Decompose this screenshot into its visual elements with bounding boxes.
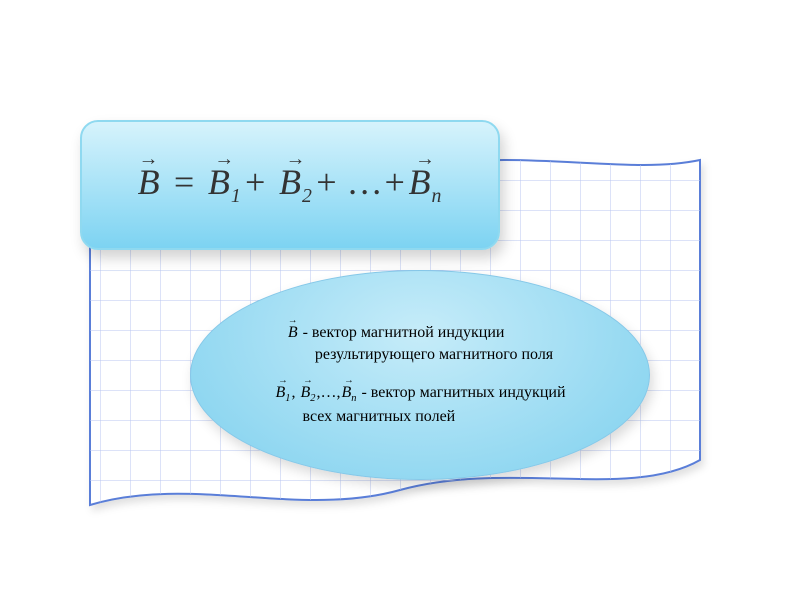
vector-B2-symbol: →B2	[299, 382, 316, 406]
vector-B-symbol: →B	[287, 322, 299, 344]
definition-resultant-text1: - вектор магнитной индукции	[299, 324, 505, 341]
definition-components: →B1, →B2,…,→Bn - вектор магнитных индукц…	[274, 382, 565, 428]
definition-resultant-text2: результирующего магнитного поля	[287, 344, 553, 366]
definition-components-text1: - вектор магнитных индукций	[357, 384, 565, 401]
definitions-ellipse: →B - вектор магнитной индукции результир…	[190, 270, 650, 480]
definition-components-text2: всех магнитных полей	[274, 406, 565, 428]
formula-lhs-B: →B	[137, 161, 162, 203]
formula-term-B1: →B1	[207, 161, 243, 208]
diagram-stage: →B - вектор магнитной индукции результир…	[70, 120, 720, 520]
formula-term-Bn: →Bn	[408, 161, 444, 208]
superposition-formula: →B = →B1+ →B2+ …+→Bn	[137, 161, 444, 208]
vector-B1-symbol: →B1	[274, 382, 291, 406]
formula-term-B2: →B2	[278, 161, 314, 208]
definition-resultant: →B - вектор магнитной индукции результир…	[287, 322, 553, 365]
formula-box: →B = →B1+ →B2+ …+→Bn	[80, 120, 500, 250]
vector-Bn-symbol: →Bn	[340, 382, 357, 406]
